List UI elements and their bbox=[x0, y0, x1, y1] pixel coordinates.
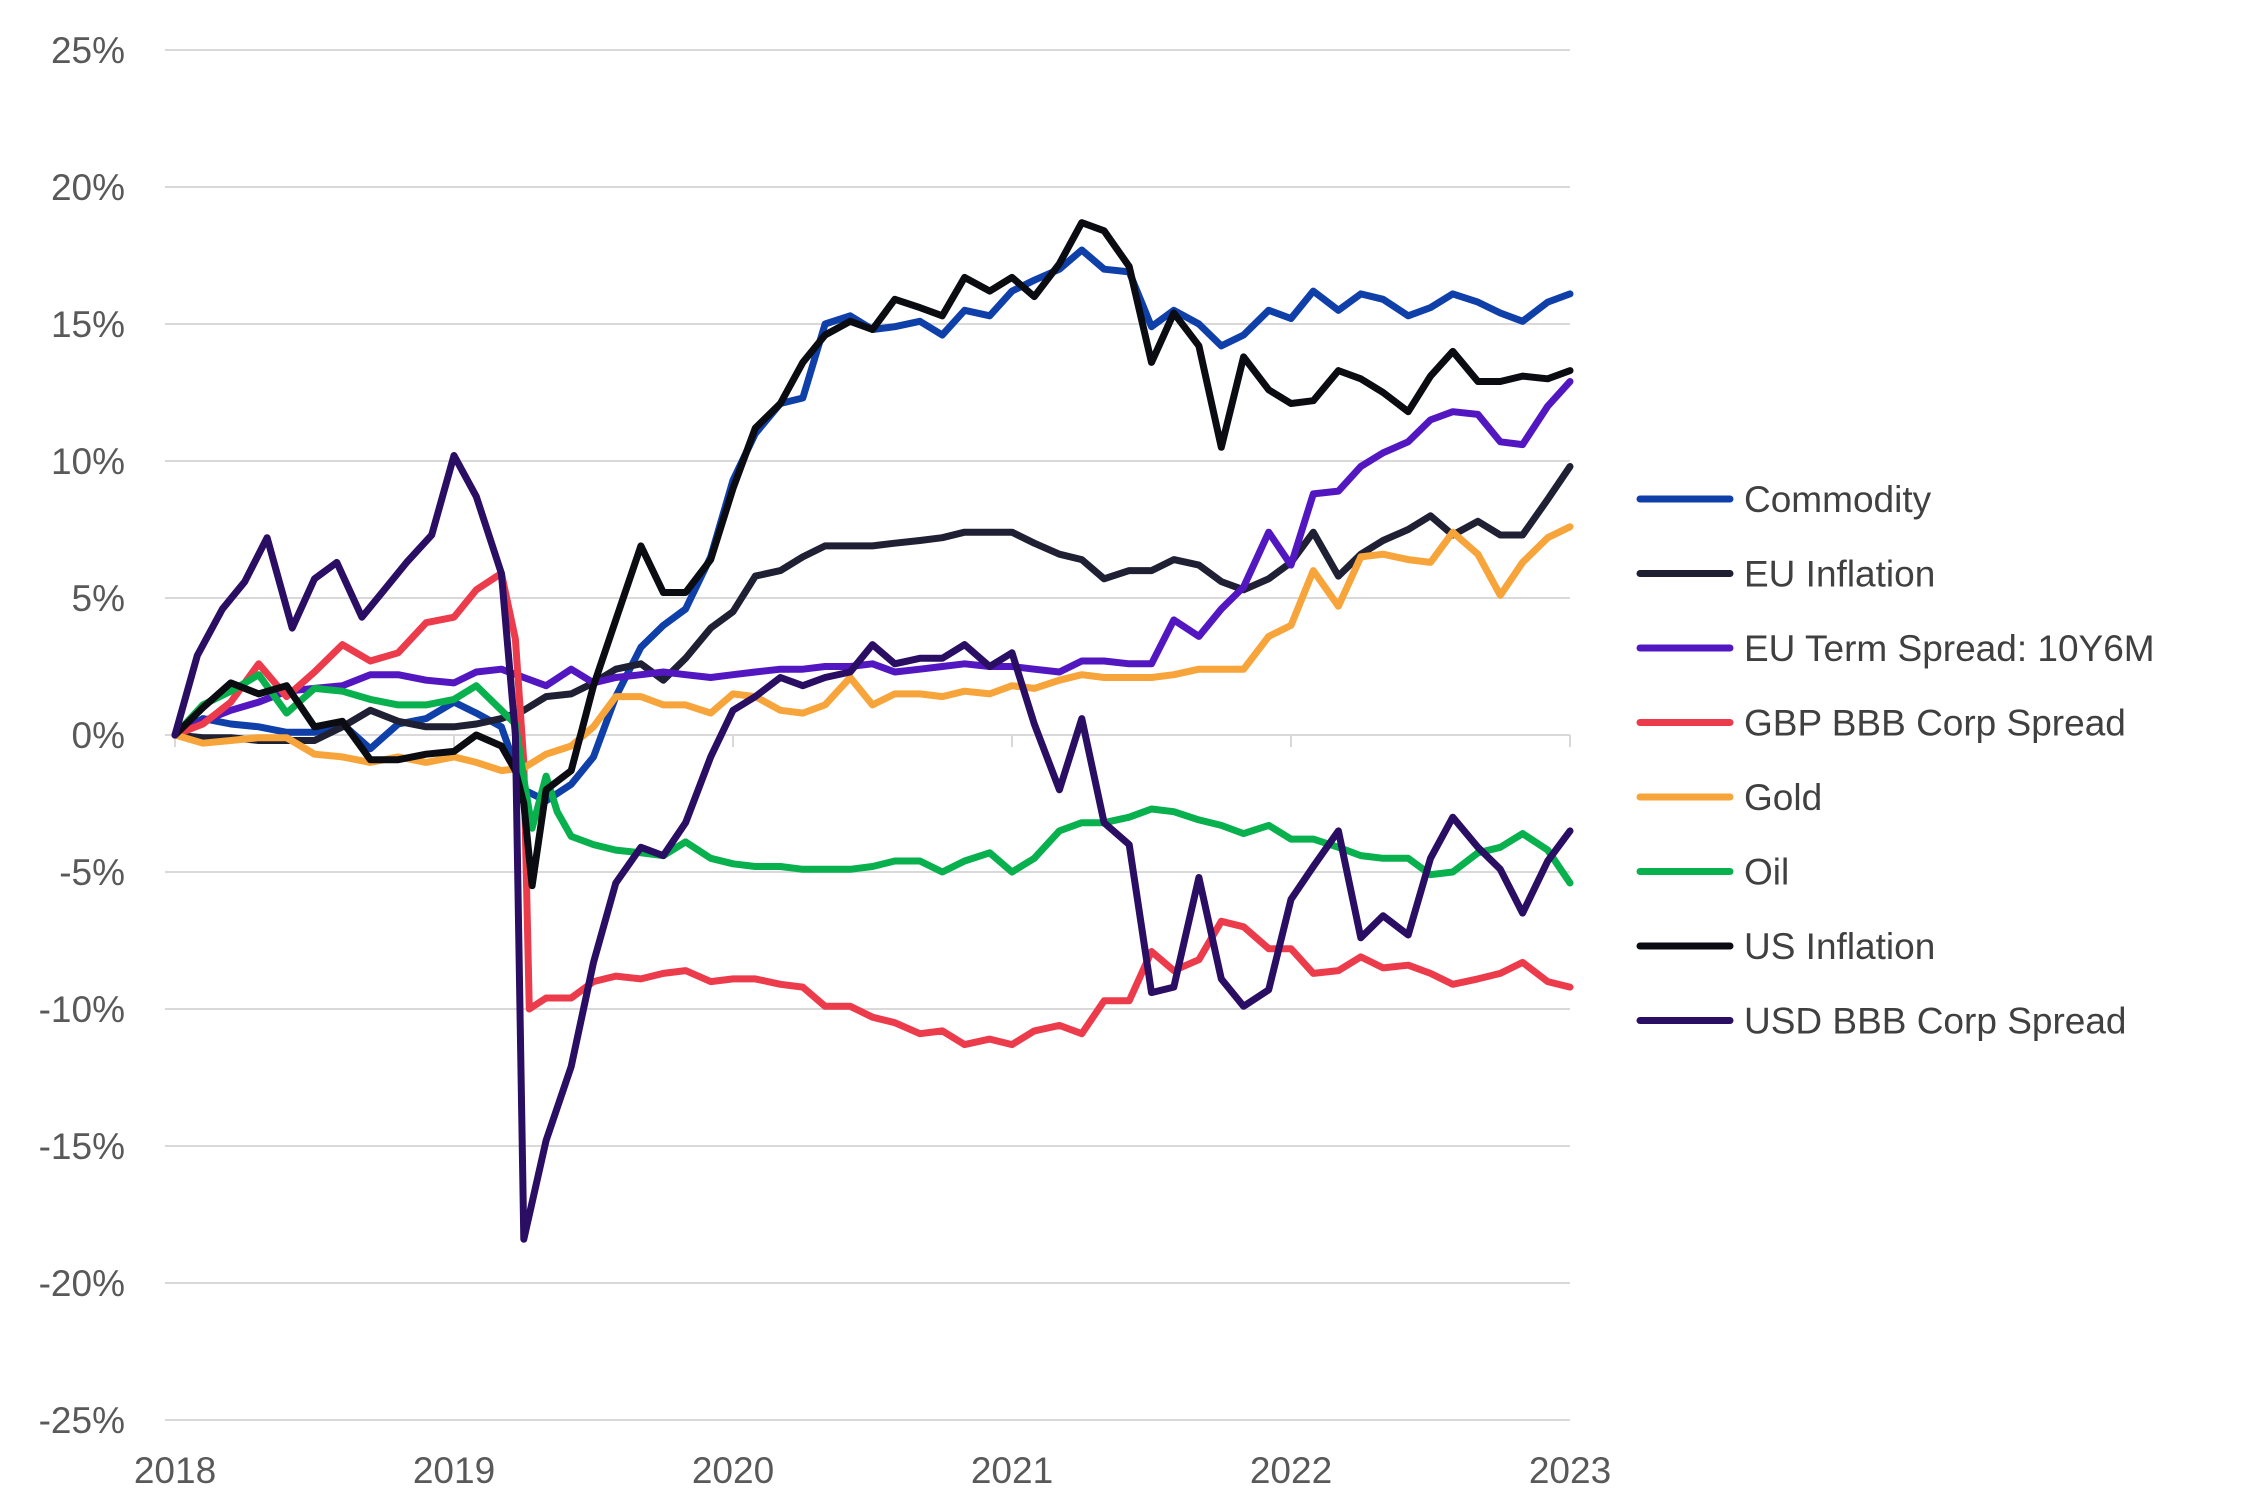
legend-label: Oil bbox=[1744, 852, 1789, 893]
y-tick-label: 25% bbox=[51, 30, 125, 71]
x-tick-label: 2018 bbox=[134, 1450, 216, 1491]
y-axis: 25% 20% 15% 10% 5% 0% -5% -10% -15% -20% -25% bbox=[39, 30, 125, 1441]
series-lines bbox=[171, 219, 1574, 1243]
x-tick-label: 2022 bbox=[1250, 1450, 1332, 1491]
legend-item: US Inflation bbox=[1636, 926, 1935, 967]
y-tick-label: 5% bbox=[72, 578, 125, 619]
legend-item: Commodity bbox=[1636, 479, 1932, 520]
series-line-eu-term-spread-10y6m bbox=[171, 378, 1574, 739]
series-line-eu-inflation bbox=[171, 463, 1574, 744]
legend-label: EU Inflation bbox=[1744, 554, 1935, 595]
x-tick-label: 2019 bbox=[413, 1450, 495, 1491]
legend-item: GBP BBB Corp Spread bbox=[1636, 703, 2126, 744]
x-tick-label: 2023 bbox=[1529, 1450, 1611, 1491]
y-tick-label: -15% bbox=[39, 1126, 125, 1167]
legend-item: EU Inflation bbox=[1636, 554, 1935, 595]
y-tick-label: -5% bbox=[59, 852, 125, 893]
y-tick-label: 20% bbox=[51, 167, 125, 208]
y-tick-label: -25% bbox=[39, 1400, 125, 1441]
y-tick-label: 15% bbox=[51, 304, 125, 345]
x-axis: 2018 2019 2020 2021 2022 2023 bbox=[134, 735, 1611, 1491]
y-tick-label: 10% bbox=[51, 441, 125, 482]
legend-label: Gold bbox=[1744, 777, 1822, 818]
series-line-us-inflation bbox=[171, 219, 1574, 890]
x-tick-label: 2021 bbox=[971, 1450, 1053, 1491]
legend-label: US Inflation bbox=[1744, 926, 1935, 967]
legend-label: USD BBB Corp Spread bbox=[1744, 1001, 2127, 1042]
legend-label: EU Term Spread: 10Y6M bbox=[1744, 628, 2155, 669]
x-tick-label: 2020 bbox=[692, 1450, 774, 1491]
legend-item: USD BBB Corp Spread bbox=[1636, 1001, 2127, 1042]
legend-label: Commodity bbox=[1744, 479, 1932, 520]
legend-item: EU Term Spread: 10Y6M bbox=[1636, 628, 2155, 669]
legend-item: Oil bbox=[1636, 852, 1789, 893]
y-tick-label: -20% bbox=[39, 1263, 125, 1304]
legend-item: Gold bbox=[1636, 777, 1822, 818]
series-line-commodity bbox=[171, 246, 1574, 805]
legend: Commodity EU Inflation EU Term Spread: 10Y… bbox=[1636, 479, 2155, 1042]
series-line-usd-bbb-corp-spread bbox=[171, 452, 1574, 1243]
y-tick-label: 0% bbox=[72, 715, 125, 756]
gridlines bbox=[165, 49, 1570, 1421]
legend-label: GBP BBB Corp Spread bbox=[1744, 703, 2126, 744]
series-line-gold bbox=[171, 523, 1574, 775]
series-line-oil bbox=[171, 671, 1574, 887]
y-tick-label: -10% bbox=[39, 989, 125, 1030]
series-line-gbp-bbb-corp-spread bbox=[171, 569, 1574, 1049]
